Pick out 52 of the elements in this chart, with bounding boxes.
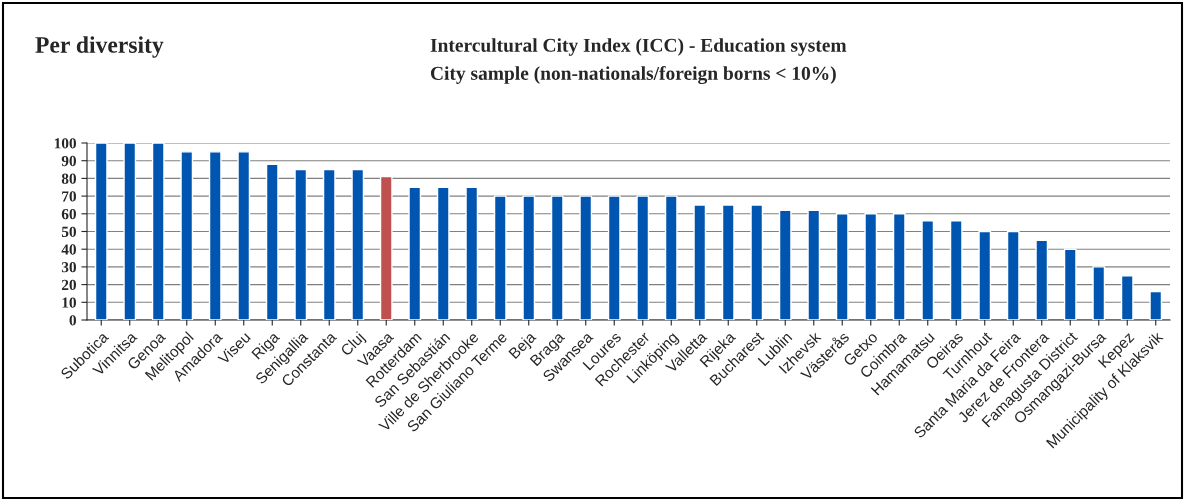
bar [636, 195, 650, 320]
bar [721, 204, 735, 320]
bar [579, 195, 593, 320]
y-tick-label: 10 [62, 297, 76, 308]
bar [1120, 275, 1134, 320]
bar [835, 213, 849, 320]
bar [750, 204, 764, 320]
bar [94, 143, 108, 320]
bar [294, 168, 308, 320]
bar [265, 163, 279, 320]
bar [151, 143, 165, 320]
bar [807, 209, 821, 320]
bar [693, 204, 707, 320]
bar [1063, 248, 1077, 320]
bar [778, 209, 792, 320]
bar [978, 230, 992, 320]
y-tick-label: 30 [61, 262, 76, 273]
bar [208, 151, 222, 320]
bar [237, 151, 251, 320]
y-tick-label: 40 [61, 244, 76, 255]
chart-title: Intercultural City Index (ICC) - Education system [430, 38, 847, 56]
bar [379, 175, 393, 320]
y-tick-label: 100 [54, 138, 76, 149]
y-tick-label: 20 [61, 279, 76, 291]
bar [607, 195, 621, 320]
bar [921, 220, 935, 320]
bar [465, 186, 479, 320]
bar [322, 168, 336, 320]
bar [664, 195, 678, 320]
text: Per diversity [35, 36, 164, 58]
bar [1092, 266, 1106, 320]
bar [180, 151, 194, 320]
bar [123, 143, 137, 320]
y-tick-label: 0 [69, 315, 76, 326]
bar [550, 195, 564, 320]
y-tick-label: 50 [61, 226, 76, 237]
bar [436, 186, 450, 320]
bar [493, 195, 507, 320]
bar [864, 213, 878, 320]
bar [1006, 230, 1020, 320]
bar [892, 213, 906, 320]
y-tick-label: 90 [61, 155, 76, 167]
y-tick-label: 80 [61, 173, 76, 184]
bar [408, 186, 422, 320]
bar [1035, 239, 1049, 320]
bar [949, 220, 963, 320]
y-tick-label: 60 [61, 208, 76, 220]
y-tick-label: 70 [62, 191, 76, 202]
bar [1149, 290, 1163, 320]
chart-subtitle: City sample (non-nationals/foreign borns < 10%) [430, 66, 836, 84]
bar [522, 195, 536, 320]
bar [351, 168, 365, 320]
